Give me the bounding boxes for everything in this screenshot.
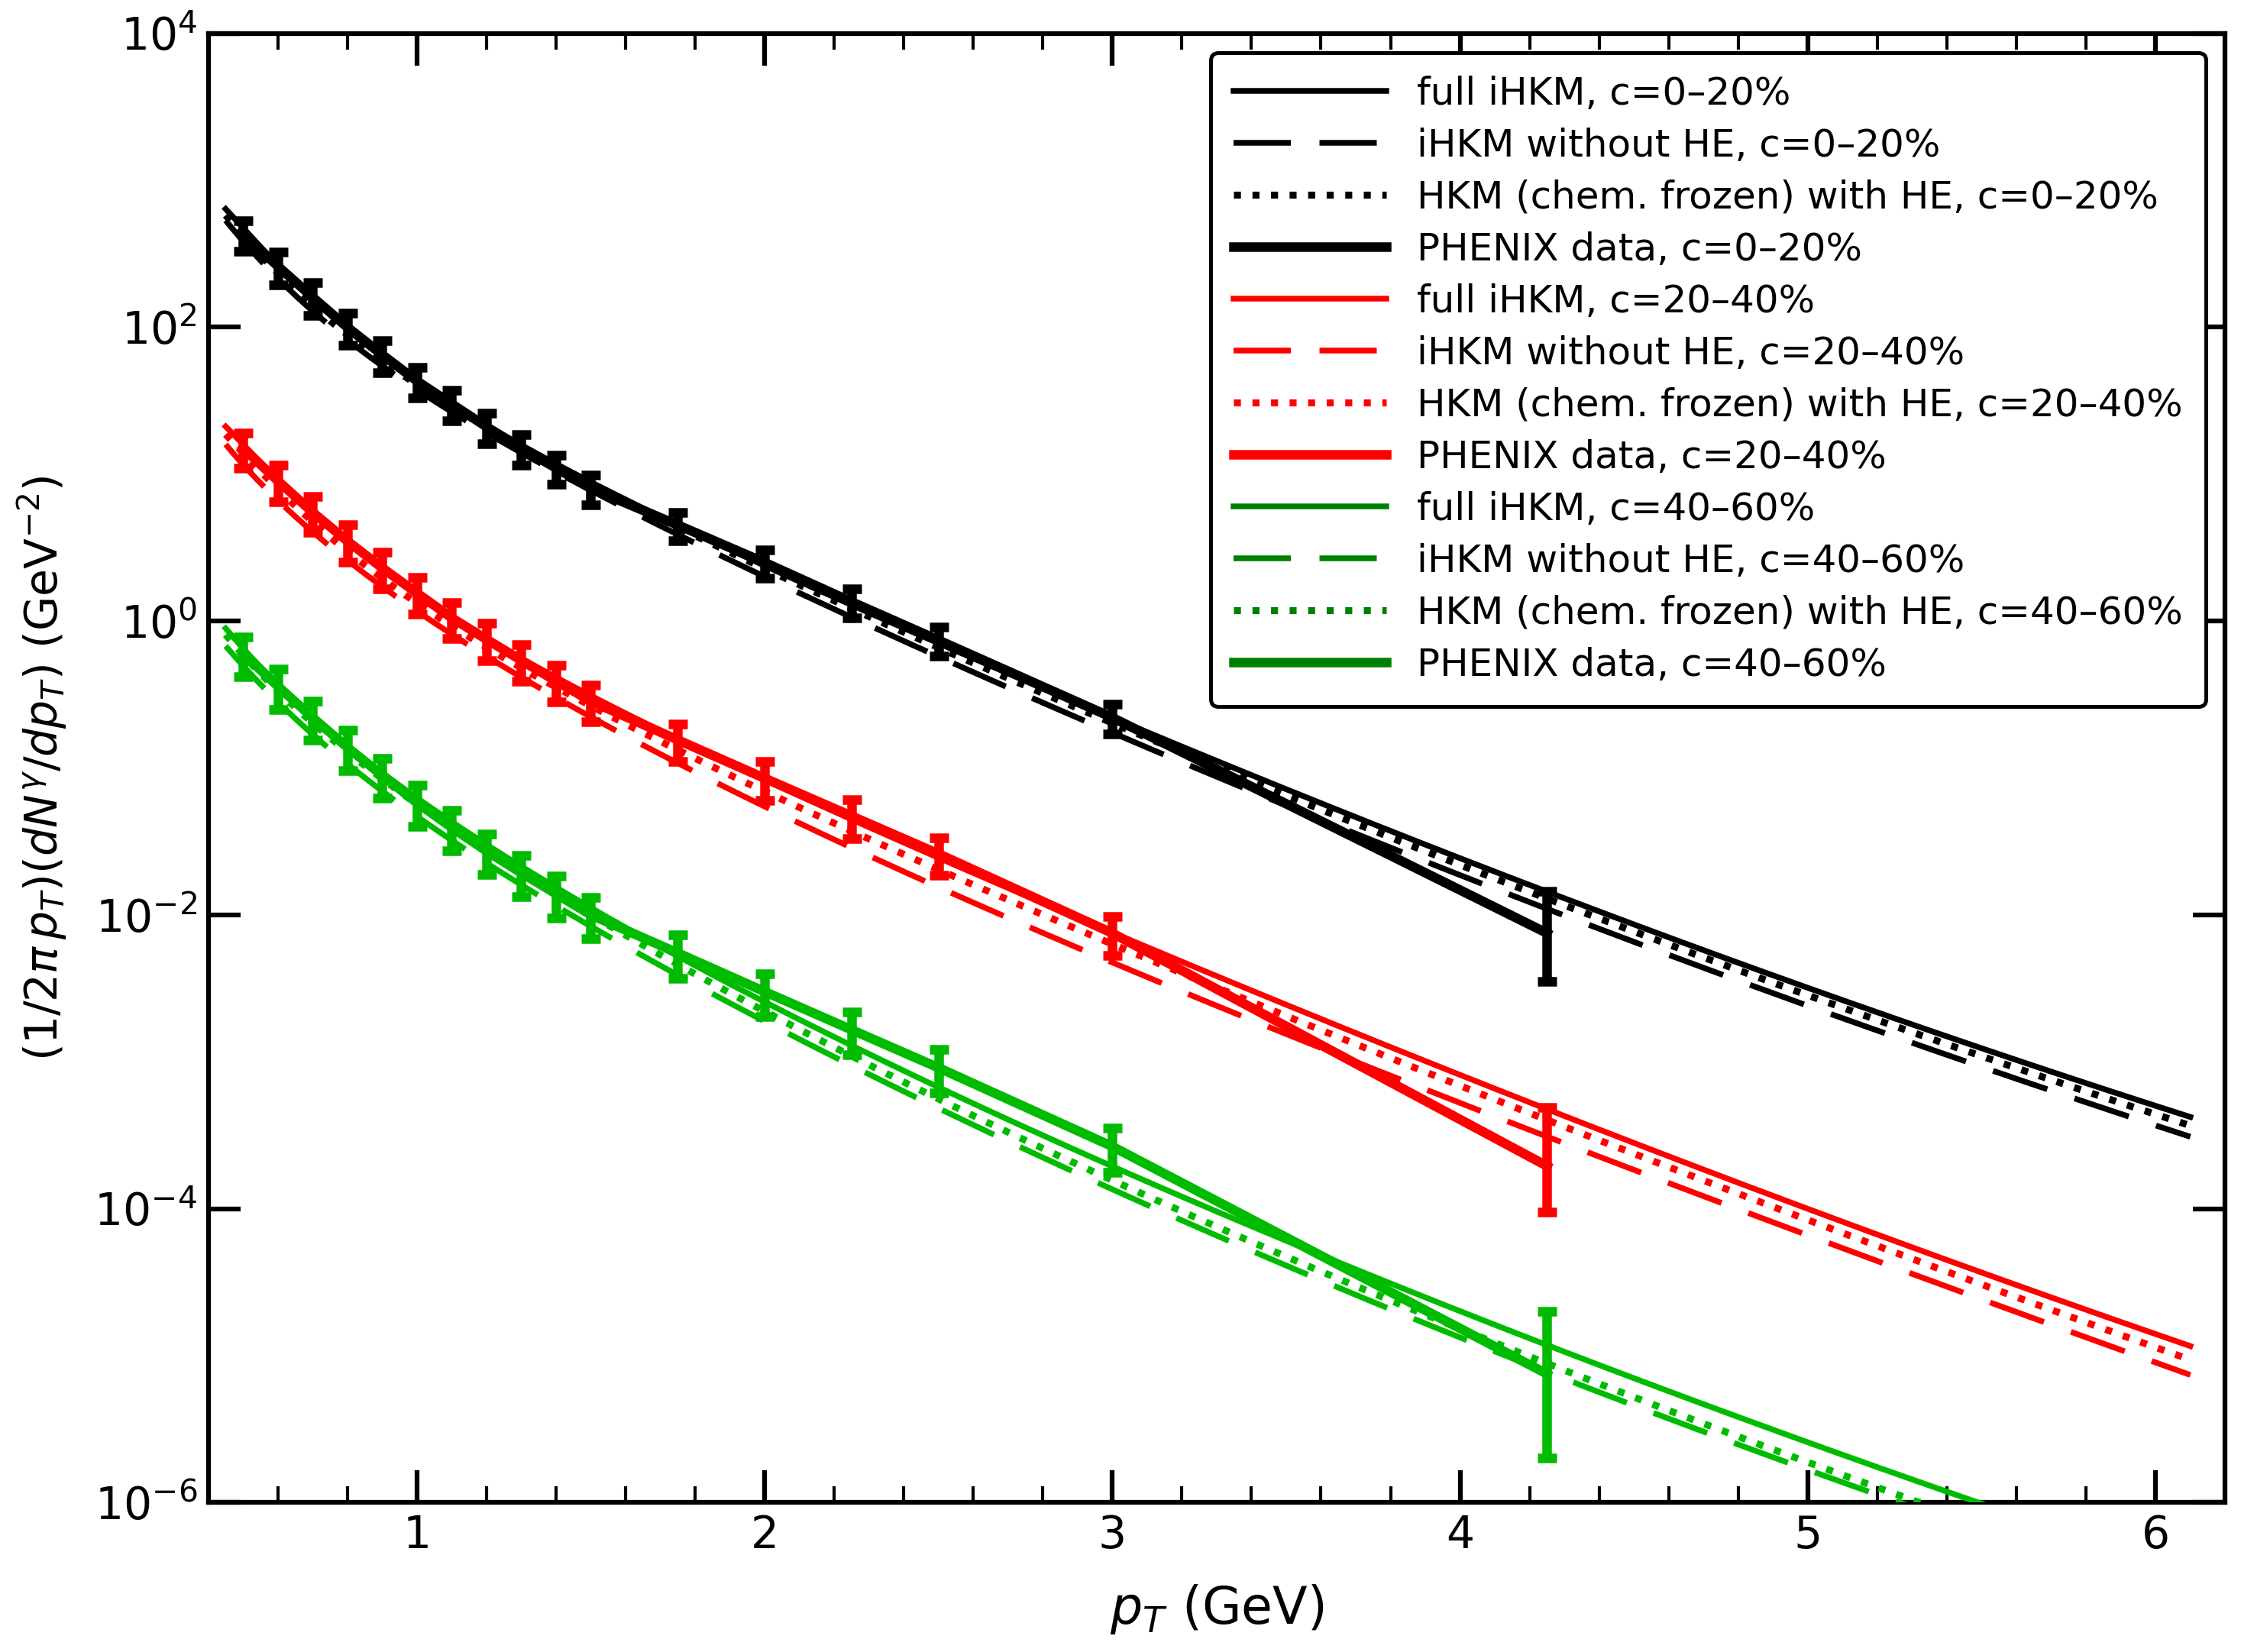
X-axis label: $p_T$ (GeV): $p_T$ (GeV) — [1109, 1583, 1324, 1635]
Legend: full iHKM, c=0–20%, iHKM without HE, c=0–20%, HKM (chem. frozen) with HE, c=0–20: full iHKM, c=0–20%, iHKM without HE, c=0… — [1210, 53, 2205, 705]
Y-axis label: $(1/2\pi\, p_T)(dN^\gamma/dp_T)$ (GeV$^{-2}$): $(1/2\pi\, p_T)(dN^\gamma/dp_T)$ (GeV$^{… — [16, 476, 69, 1061]
